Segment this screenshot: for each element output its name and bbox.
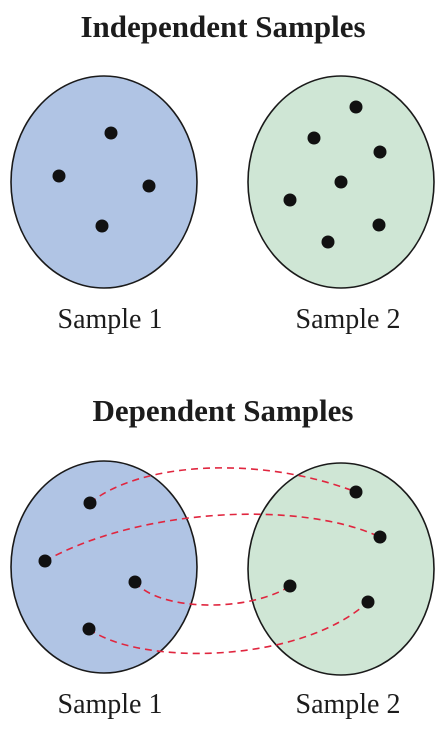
data-point <box>373 530 387 544</box>
dependent-sample-2-ellipse <box>247 462 435 676</box>
dependent-section: Dependent Samples Sample 1 Sample 2 <box>10 393 435 720</box>
data-point <box>283 579 297 593</box>
dependent-sample-1-label: Sample 1 <box>58 689 163 720</box>
pair-line <box>134 581 291 606</box>
data-point <box>307 131 321 145</box>
data-point <box>334 175 348 189</box>
data-point <box>361 595 375 609</box>
sample-1-ellipse <box>10 75 198 289</box>
data-point <box>372 218 386 232</box>
pair-line <box>88 601 369 655</box>
data-point <box>52 169 66 183</box>
data-point <box>38 554 52 568</box>
data-point <box>142 179 156 193</box>
data-point <box>283 193 297 207</box>
dependent-sample-1-ellipse <box>10 460 198 674</box>
pairing-lines <box>44 467 381 655</box>
data-point <box>83 496 97 510</box>
data-point <box>321 235 335 249</box>
dependent-sample-2-label: Sample 2 <box>296 689 401 720</box>
data-point <box>104 126 118 140</box>
data-point <box>82 622 96 636</box>
independent-sample-1-label: Sample 1 <box>58 304 163 335</box>
data-point <box>349 485 363 499</box>
data-point <box>95 219 109 233</box>
data-point <box>373 145 387 159</box>
independent-section: Independent Samples Sample 1 Sample 2 <box>10 9 435 335</box>
pair-line <box>44 513 381 562</box>
independent-title: Independent Samples <box>80 9 365 44</box>
data-point <box>128 575 142 589</box>
dependent-sample-1-points <box>38 496 142 636</box>
independent-sample-2 <box>247 75 435 289</box>
data-point <box>349 100 363 114</box>
dependent-sample-2-points <box>283 485 387 609</box>
pair-line <box>89 467 357 504</box>
dependent-title: Dependent Samples <box>93 393 354 428</box>
independent-sample-2-label: Sample 2 <box>296 304 401 335</box>
independent-sample-1 <box>10 75 198 289</box>
